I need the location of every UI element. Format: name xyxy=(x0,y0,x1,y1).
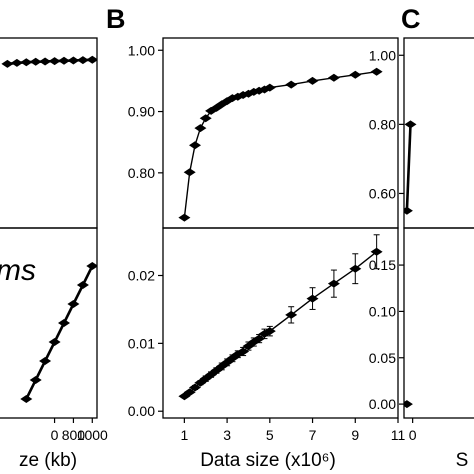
axes-frame xyxy=(162,227,399,419)
data-point xyxy=(86,262,97,270)
x-tick-label: 11 xyxy=(391,427,406,443)
data-point xyxy=(20,395,33,403)
x-tick-label: 0 xyxy=(51,427,59,443)
data-point xyxy=(370,247,383,256)
plot-area xyxy=(178,234,383,401)
data-point xyxy=(285,80,298,89)
data-point xyxy=(29,57,42,66)
data-point xyxy=(76,281,89,289)
panel-b-bottom: 0.02 0.01 0.00 1 3 5 7 9 11 Data size (x10⁶) xyxy=(128,227,406,471)
y-tick-label: 0.80 xyxy=(369,116,396,132)
plot-area xyxy=(20,262,97,403)
plot-area xyxy=(178,67,383,222)
y-tick-label: 0.00 xyxy=(128,403,155,419)
panel-c-top: 1.00 0.80 0.60 xyxy=(369,37,474,229)
x-tick-label: 5 xyxy=(266,427,274,443)
data-point xyxy=(194,124,207,133)
panel-a-annotation: ms xyxy=(0,254,36,287)
x-tick-label: 7 xyxy=(309,427,317,443)
data-point xyxy=(178,213,191,222)
y-tick-label: 1.00 xyxy=(369,47,396,63)
data-point xyxy=(58,319,70,327)
data-point xyxy=(29,376,42,384)
data-point xyxy=(306,76,319,85)
y-tick-label: 0.80 xyxy=(128,165,155,181)
x-tick-label: 0 xyxy=(409,427,417,443)
data-point xyxy=(58,56,70,65)
panel-letter-c: C xyxy=(401,4,421,34)
data-point xyxy=(76,56,89,65)
data-point xyxy=(404,206,413,215)
y-tick-label: 0.00 xyxy=(369,396,396,412)
x-tick-label: 1000 xyxy=(77,427,108,443)
axes-frame xyxy=(0,227,98,419)
data-point xyxy=(253,334,266,343)
data-point xyxy=(349,264,362,273)
data-point xyxy=(370,67,383,76)
x-tick-label: 9 xyxy=(351,427,359,443)
data-point xyxy=(189,141,201,150)
x-tick-label: 800 xyxy=(62,427,86,443)
data-point xyxy=(349,70,362,79)
data-point xyxy=(67,300,80,308)
data-point xyxy=(327,279,340,288)
panel-b-top: 1.00 0.90 0.80 xyxy=(128,37,399,229)
data-point xyxy=(1,59,14,68)
data-point xyxy=(48,338,61,346)
data-point xyxy=(10,58,23,67)
y-tick-label: 0.10 xyxy=(369,303,396,319)
data-point xyxy=(189,383,201,392)
data-point xyxy=(39,57,52,66)
x-axis-label: ze (kb) xyxy=(19,450,77,471)
data-point xyxy=(404,120,417,129)
y-tick-label: 0.01 xyxy=(128,335,155,351)
data-point xyxy=(183,388,196,397)
axes-frame xyxy=(0,37,98,229)
data-point xyxy=(20,58,33,67)
data-point xyxy=(237,347,250,356)
data-point xyxy=(306,294,319,303)
y-tick-label: 0.90 xyxy=(128,104,155,120)
series-line xyxy=(405,124,412,211)
x-tick-label: 3 xyxy=(223,427,231,443)
plot-area xyxy=(1,55,97,68)
y-tick-label: 0.60 xyxy=(369,185,396,201)
data-point xyxy=(183,168,196,177)
plot-area xyxy=(404,120,417,215)
data-point xyxy=(285,310,298,319)
y-tick-label: 0.05 xyxy=(369,350,396,366)
axes-frame xyxy=(403,227,474,419)
panel-c-bottom: 0.15 0.10 0.05 0.00 0 S xyxy=(369,227,474,471)
axes-frame xyxy=(403,37,474,229)
plot-area xyxy=(404,400,413,409)
y-tick-label: 0.15 xyxy=(369,257,396,273)
data-point xyxy=(48,57,61,66)
panel-letter-b: B xyxy=(106,4,126,34)
data-point xyxy=(67,56,80,65)
data-point xyxy=(263,83,276,92)
data-point xyxy=(39,357,52,365)
data-point xyxy=(404,400,413,409)
x-axis-label: Data size (x10⁶) xyxy=(200,450,336,471)
series-line xyxy=(25,265,94,400)
series-line xyxy=(183,71,377,218)
data-point xyxy=(199,114,212,123)
x-tick-label: 1 xyxy=(180,427,188,443)
x-axis-label: S xyxy=(456,450,469,471)
y-tick-label: 0.02 xyxy=(128,268,155,284)
data-point xyxy=(86,55,97,64)
data-point xyxy=(327,73,340,82)
data-point xyxy=(263,327,276,336)
y-tick-label: 1.00 xyxy=(128,42,155,58)
panel-a-top xyxy=(0,37,98,229)
